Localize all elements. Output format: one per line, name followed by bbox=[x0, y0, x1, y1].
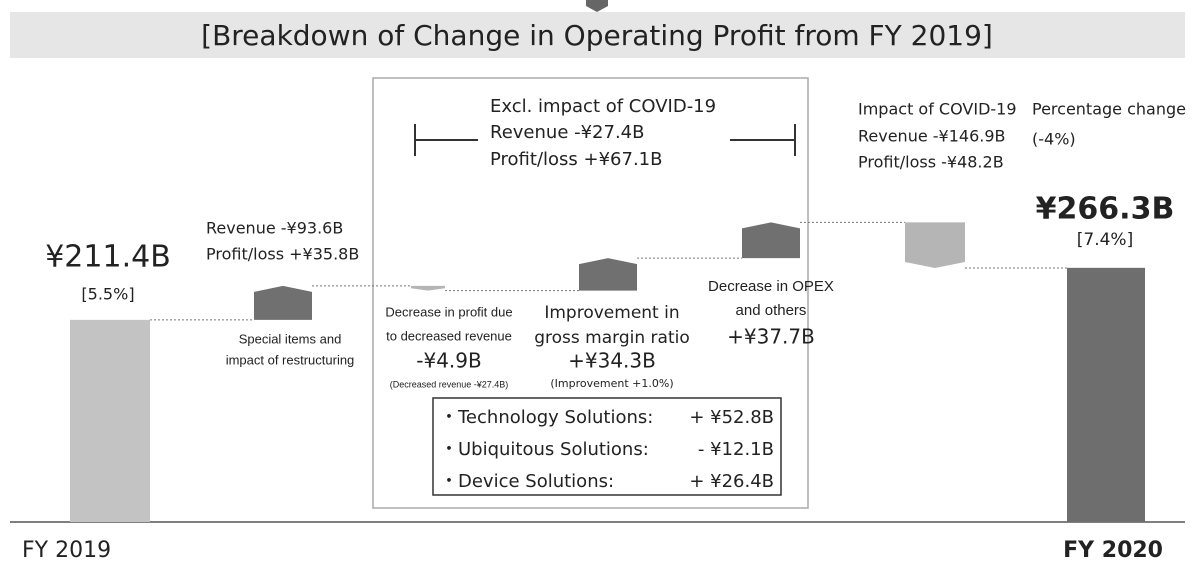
breakdown-value: + ¥26.4B bbox=[689, 471, 774, 492]
annotation: Revenue -¥146.9B bbox=[858, 127, 1006, 146]
annotation: Decrease in profit due bbox=[385, 304, 512, 319]
annotation: (-4%) bbox=[1032, 130, 1076, 149]
value-label: ¥211.4B bbox=[45, 240, 171, 275]
step bbox=[905, 222, 965, 269]
breakdown-label: ・Technology Solutions: bbox=[440, 407, 653, 428]
breakdown-box bbox=[432, 397, 782, 496]
annotation: Percentage change bbox=[1032, 100, 1186, 119]
annotation: and others bbox=[736, 302, 807, 319]
value-label: ¥266.3B bbox=[1036, 192, 1175, 227]
annotation: to decreased revenue bbox=[386, 328, 512, 343]
bar bbox=[1067, 267, 1145, 522]
value-label: +¥37.7B bbox=[727, 325, 815, 349]
annotation: gross margin ratio bbox=[534, 328, 689, 348]
annotation: Improvement in bbox=[544, 303, 679, 323]
breakdown-label: ・Ubiquitous Solutions: bbox=[440, 439, 649, 460]
annotation: Excl. impact of COVID-19 bbox=[490, 96, 716, 117]
header-band bbox=[10, 12, 1185, 58]
breakdown-value: + ¥52.8B bbox=[689, 407, 774, 428]
annotation: Special items and bbox=[239, 331, 342, 346]
step bbox=[411, 285, 445, 291]
annotation: [5.5%] bbox=[81, 285, 134, 304]
bracket bbox=[414, 124, 796, 156]
annotation: Profit/loss -¥48.2B bbox=[858, 153, 1004, 172]
x-tick-label: FY 2019 bbox=[22, 538, 111, 563]
annotation: Profit/loss +¥67.1B bbox=[490, 149, 662, 170]
breakdown-value: - ¥12.1B bbox=[698, 439, 774, 460]
annotation: Decrease in OPEX bbox=[708, 278, 834, 295]
bar bbox=[70, 319, 150, 522]
annotation: [7.4%] bbox=[1077, 230, 1133, 250]
chart-title: [Breakdown of Change in Operating Profit… bbox=[201, 19, 993, 52]
header-arrow bbox=[586, 0, 608, 12]
annotation: Revenue -¥93.6B bbox=[206, 219, 343, 238]
value-label: +¥34.3B bbox=[568, 349, 656, 373]
annotation: (Improvement +1.0%) bbox=[550, 377, 673, 390]
step bbox=[254, 285, 312, 320]
breakdown-label: ・Device Solutions: bbox=[440, 471, 614, 492]
annotation: Profit/loss +¥35.8B bbox=[206, 245, 359, 264]
step bbox=[579, 258, 637, 291]
annotation: Revenue -¥27.4B bbox=[490, 122, 645, 143]
step bbox=[742, 222, 800, 259]
annotation: Impact of COVID-19 bbox=[858, 100, 1017, 119]
annotation: impact of restructuring bbox=[226, 352, 355, 367]
annotation: (Decreased revenue -¥27.4B) bbox=[390, 379, 509, 389]
covid-box bbox=[372, 77, 809, 509]
value-label: -¥4.9B bbox=[416, 349, 481, 373]
x-tick-label: FY 2020 bbox=[1063, 538, 1163, 563]
